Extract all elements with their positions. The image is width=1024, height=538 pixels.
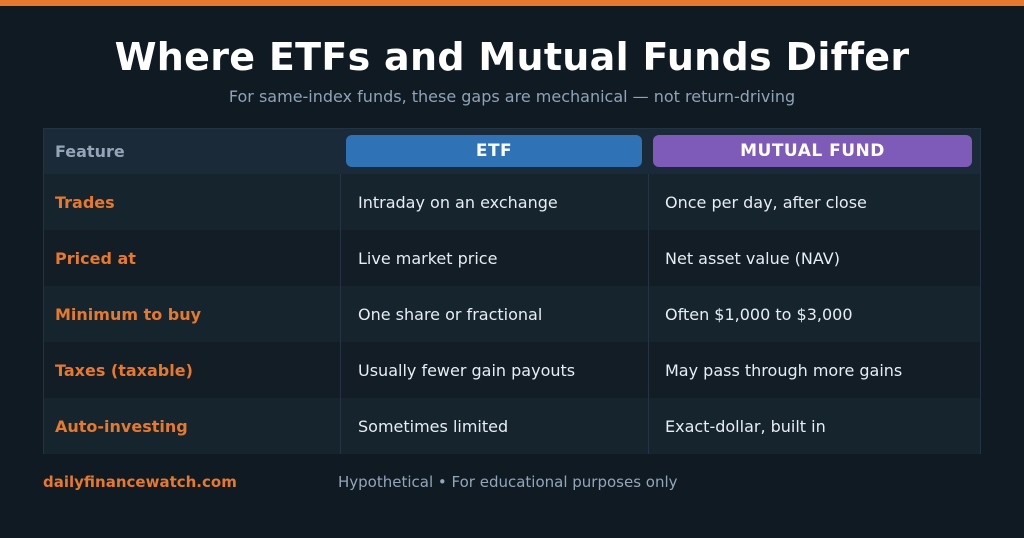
- table-row: Trades Intraday on an exchange Once per …: [44, 174, 980, 230]
- row-etf-value: Sometimes limited: [340, 398, 648, 454]
- row-feature: Minimum to buy: [55, 304, 202, 324]
- row-mutual-fund-value: May pass through more gains: [648, 342, 980, 398]
- row-feature: Auto-investing: [55, 416, 188, 436]
- row-etf-value: Intraday on an exchange: [340, 174, 648, 230]
- table-row: Taxes (taxable) Usually fewer gain payou…: [44, 342, 980, 398]
- top-accent-bar: [0, 0, 1024, 6]
- header-etf: ETF: [346, 135, 642, 167]
- page-title: Where ETFs and Mutual Funds Differ: [114, 35, 910, 79]
- row-etf-value: One share or fractional: [340, 286, 648, 342]
- header-feature: Feature: [55, 142, 125, 161]
- row-mutual-fund-value: Exact-dollar, built in: [648, 398, 980, 454]
- page-subtitle: For same-index funds, these gaps are mec…: [228, 87, 796, 106]
- header-mutual-fund: MUTUAL FUND: [653, 135, 972, 167]
- footer-brand: dailyfinancewatch.com: [43, 473, 237, 491]
- row-mutual-fund-value: Net asset value (NAV): [648, 230, 980, 286]
- row-feature: Taxes (taxable): [55, 360, 193, 380]
- comparison-table: Feature ETF MUTUAL FUND Trades Intraday …: [43, 128, 981, 454]
- table-row: Minimum to buy One share or fractional O…: [44, 286, 980, 342]
- row-etf-value: Live market price: [340, 230, 648, 286]
- row-etf-value: Usually fewer gain payouts: [340, 342, 648, 398]
- row-feature: Trades: [55, 192, 115, 212]
- table-row: Auto-investing Sometimes limited Exact-d…: [44, 398, 980, 454]
- row-mutual-fund-value: Once per day, after close: [648, 174, 980, 230]
- row-feature: Priced at: [55, 248, 136, 268]
- footer-disclaimer: Hypothetical • For educational purposes …: [338, 473, 678, 491]
- table-row: Priced at Live market price Net asset va…: [44, 230, 980, 286]
- row-mutual-fund-value: Often $1,000 to $3,000: [648, 286, 980, 342]
- table-header-row: Feature ETF MUTUAL FUND: [44, 129, 980, 174]
